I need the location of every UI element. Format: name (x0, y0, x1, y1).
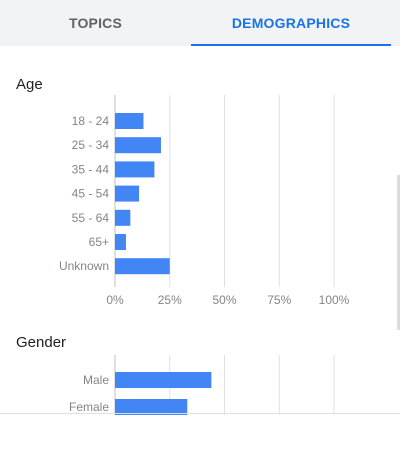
category-label-18-24: 18 - 24 (72, 114, 110, 128)
bar-unknown[interactable] (115, 258, 170, 275)
bar-35-44[interactable] (115, 161, 155, 178)
bottom-divider (0, 413, 400, 414)
gender-chart: Male Female (69, 355, 335, 415)
active-tab-indicator (191, 44, 391, 46)
bar-female[interactable] (115, 399, 188, 415)
age-section-title: Age (16, 76, 43, 93)
gender-section-title: Gender (16, 334, 67, 351)
x-tick-label: 0% (106, 293, 124, 307)
category-label-male: Male (83, 373, 109, 387)
category-label-unknown: Unknown (59, 259, 109, 273)
bar-55-64[interactable] (115, 209, 131, 226)
category-label-female: Female (69, 400, 109, 414)
x-tick-label: 25% (158, 293, 182, 307)
tab-topics[interactable]: TOPICS (68, 15, 123, 31)
tab-bar: TOPICS DEMOGRAPHICS (0, 0, 400, 46)
bar-65[interactable] (115, 234, 126, 250)
tab-demographics[interactable]: DEMOGRAPHICS (231, 15, 351, 31)
category-label-65: 65+ (89, 235, 109, 249)
scrollbar[interactable] (397, 175, 400, 330)
category-label-35-44: 35 - 44 (72, 162, 110, 176)
x-tick-label: 100% (319, 293, 350, 307)
x-tick-label: 75% (267, 293, 291, 307)
age-chart: 18 - 24 25 - 34 35 - 44 45 - 54 55 - 64 65+ Un… (59, 95, 350, 307)
bar-45-54[interactable] (115, 185, 140, 202)
category-label-45-54: 45 - 54 (72, 187, 110, 201)
category-label-25-34: 25 - 34 (72, 138, 110, 152)
bar-25-34[interactable] (115, 137, 161, 154)
bar-male[interactable] (115, 372, 212, 388)
category-label-55-64: 55 - 64 (72, 211, 110, 225)
bar-18-24[interactable] (115, 113, 144, 129)
x-tick-label: 50% (212, 293, 236, 307)
